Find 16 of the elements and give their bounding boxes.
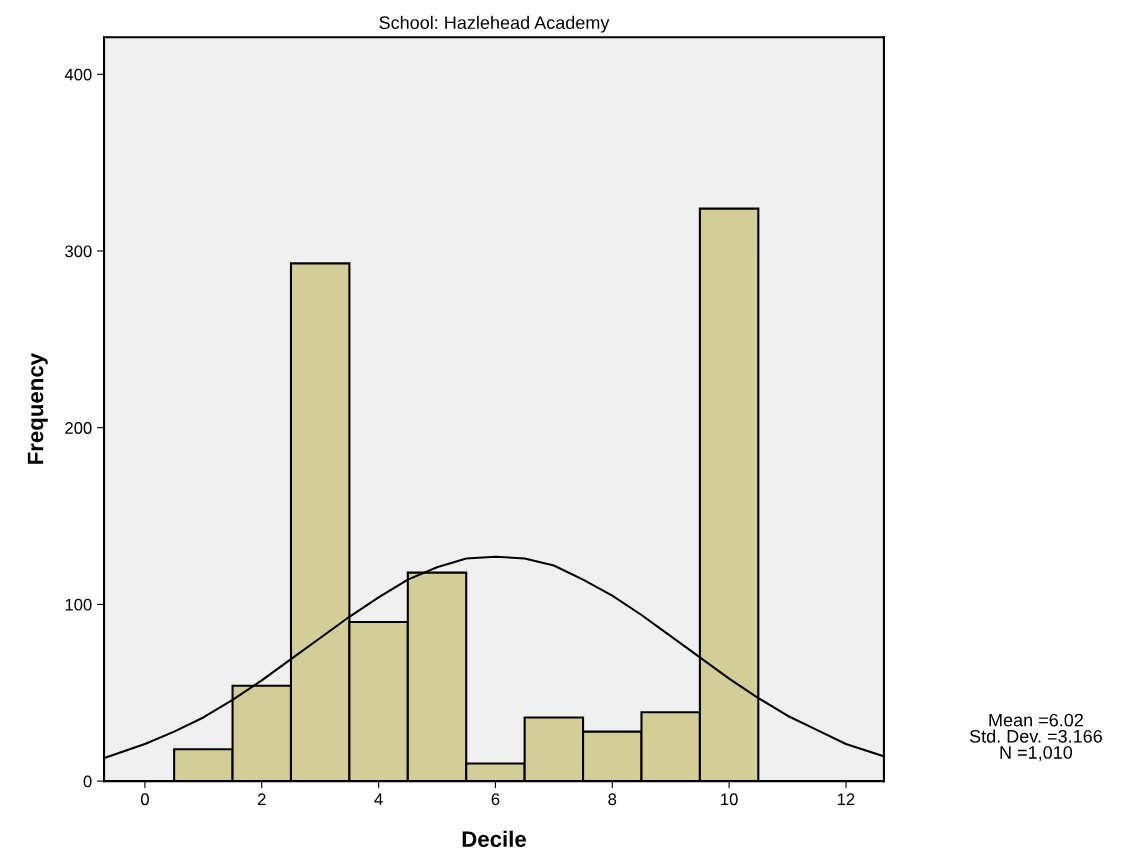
y-tick-label: 300 — [65, 245, 92, 258]
x-tick-label: 4 — [374, 793, 383, 805]
x-tick-label: 0 — [140, 793, 149, 806]
y-tick-label: 200 — [65, 422, 92, 434]
x-tick-label: 10 — [721, 793, 738, 806]
x-tick-label: 2 — [257, 793, 266, 805]
text: Mean =6.02 Std. Dev. =3.166 N =1,010 — [969, 713, 1102, 761]
y-tick-label: 100 — [65, 598, 92, 611]
y-tick-label: 0 — [83, 775, 92, 788]
x-axis-title: Decile — [462, 830, 526, 847]
chart-title: School: Hazlehead Academy — [379, 15, 610, 33]
x-tick-label: 6 — [491, 793, 500, 806]
x-tick-label: 8 — [608, 793, 617, 806]
y-tick-label: 400 — [64, 68, 92, 81]
y-axis-title: Frequency — [27, 353, 48, 464]
x-tick-label: 12 — [837, 793, 855, 805]
